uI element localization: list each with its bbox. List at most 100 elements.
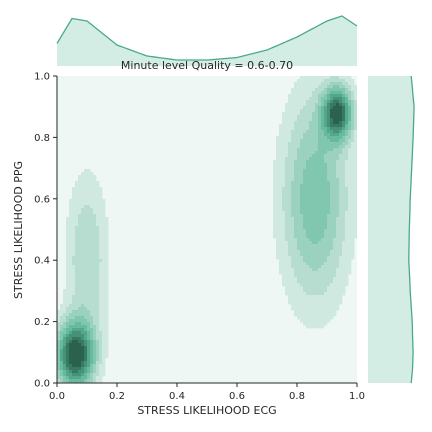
density-cell xyxy=(318,97,322,101)
density-cell xyxy=(297,250,301,254)
density-cell xyxy=(99,253,103,257)
density-cell xyxy=(81,220,85,224)
density-cell xyxy=(96,367,100,371)
density-cell xyxy=(345,187,349,191)
density-cell xyxy=(336,250,340,254)
density-cell xyxy=(312,172,316,176)
density-cell xyxy=(99,298,103,302)
density-cell xyxy=(279,169,283,173)
density-cell xyxy=(93,238,97,242)
density-cell xyxy=(288,190,292,194)
density-cell xyxy=(351,145,355,149)
density-cell xyxy=(93,259,97,263)
density-cell xyxy=(69,361,73,365)
density-cell xyxy=(339,178,343,182)
density-cell xyxy=(324,91,328,95)
density-cell xyxy=(330,118,334,122)
density-cell xyxy=(90,265,94,269)
density-cell xyxy=(285,151,289,155)
density-cell xyxy=(72,190,76,194)
density-cell xyxy=(282,262,286,266)
density-cell xyxy=(348,172,352,176)
density-cell xyxy=(99,262,103,266)
density-cell xyxy=(312,253,316,257)
density-cell xyxy=(324,100,328,104)
density-cell xyxy=(87,226,91,230)
density-cell xyxy=(279,253,283,257)
density-cell xyxy=(333,145,337,149)
density-cell xyxy=(84,208,88,212)
density-cell xyxy=(84,202,88,206)
density-cell xyxy=(336,238,340,242)
density-cell xyxy=(99,340,103,344)
density-cell xyxy=(345,142,349,146)
density-cell xyxy=(291,175,295,179)
density-cell xyxy=(336,277,340,281)
density-cell xyxy=(306,214,310,218)
density-cell xyxy=(336,262,340,266)
density-cell xyxy=(333,136,337,140)
density-cell xyxy=(321,112,325,116)
density-cell xyxy=(306,163,310,167)
density-cell xyxy=(345,127,349,131)
density-cell xyxy=(330,310,334,314)
density-cell xyxy=(276,205,280,209)
density-cell xyxy=(327,103,331,107)
density-cell xyxy=(348,109,352,113)
density-cell xyxy=(84,325,88,329)
density-cell xyxy=(288,265,292,269)
density-cell xyxy=(324,202,328,206)
density-cell xyxy=(81,292,85,296)
density-cell xyxy=(324,85,328,89)
density-cell xyxy=(297,298,301,302)
density-cell xyxy=(351,103,355,107)
density-cell xyxy=(342,154,346,158)
density-cell xyxy=(330,289,334,293)
density-cell xyxy=(297,310,301,314)
density-cell xyxy=(63,310,67,314)
density-cell xyxy=(93,286,97,290)
density-cell xyxy=(279,127,283,131)
density-cell xyxy=(312,307,316,311)
density-cell xyxy=(294,166,298,170)
density-cell xyxy=(84,253,88,257)
density-cell xyxy=(336,190,340,194)
density-cell xyxy=(330,154,334,158)
density-cell xyxy=(84,193,88,197)
density-cell xyxy=(75,271,79,275)
density-cell xyxy=(351,217,355,221)
density-cell xyxy=(72,355,76,359)
density-cell xyxy=(312,274,316,278)
density-cell xyxy=(105,298,109,302)
density-cell xyxy=(294,244,298,248)
density-cell xyxy=(309,142,313,146)
density-cell xyxy=(282,241,286,245)
density-cell xyxy=(315,292,319,296)
density-cell xyxy=(294,97,298,101)
density-cell xyxy=(321,214,325,218)
density-cell xyxy=(312,271,316,275)
density-cell xyxy=(342,271,346,275)
density-cell xyxy=(342,166,346,170)
density-cell xyxy=(72,364,76,368)
density-cell xyxy=(294,136,298,140)
density-cell xyxy=(93,175,97,179)
density-cell xyxy=(288,289,292,293)
density-cell xyxy=(72,205,76,209)
density-cell xyxy=(291,151,295,155)
density-cell xyxy=(297,274,301,278)
density-cell xyxy=(327,244,331,248)
density-cell xyxy=(330,277,334,281)
density-cell xyxy=(312,79,316,83)
density-cell xyxy=(318,193,322,197)
density-cell xyxy=(321,316,325,320)
density-cell xyxy=(354,121,357,125)
density-cell xyxy=(309,196,313,200)
density-cell xyxy=(72,232,76,236)
density-cell xyxy=(291,208,295,212)
density-cell xyxy=(90,196,94,200)
density-cell xyxy=(297,133,301,137)
density-cell xyxy=(99,376,103,380)
density-cell xyxy=(87,379,91,383)
density-cell xyxy=(93,298,97,302)
